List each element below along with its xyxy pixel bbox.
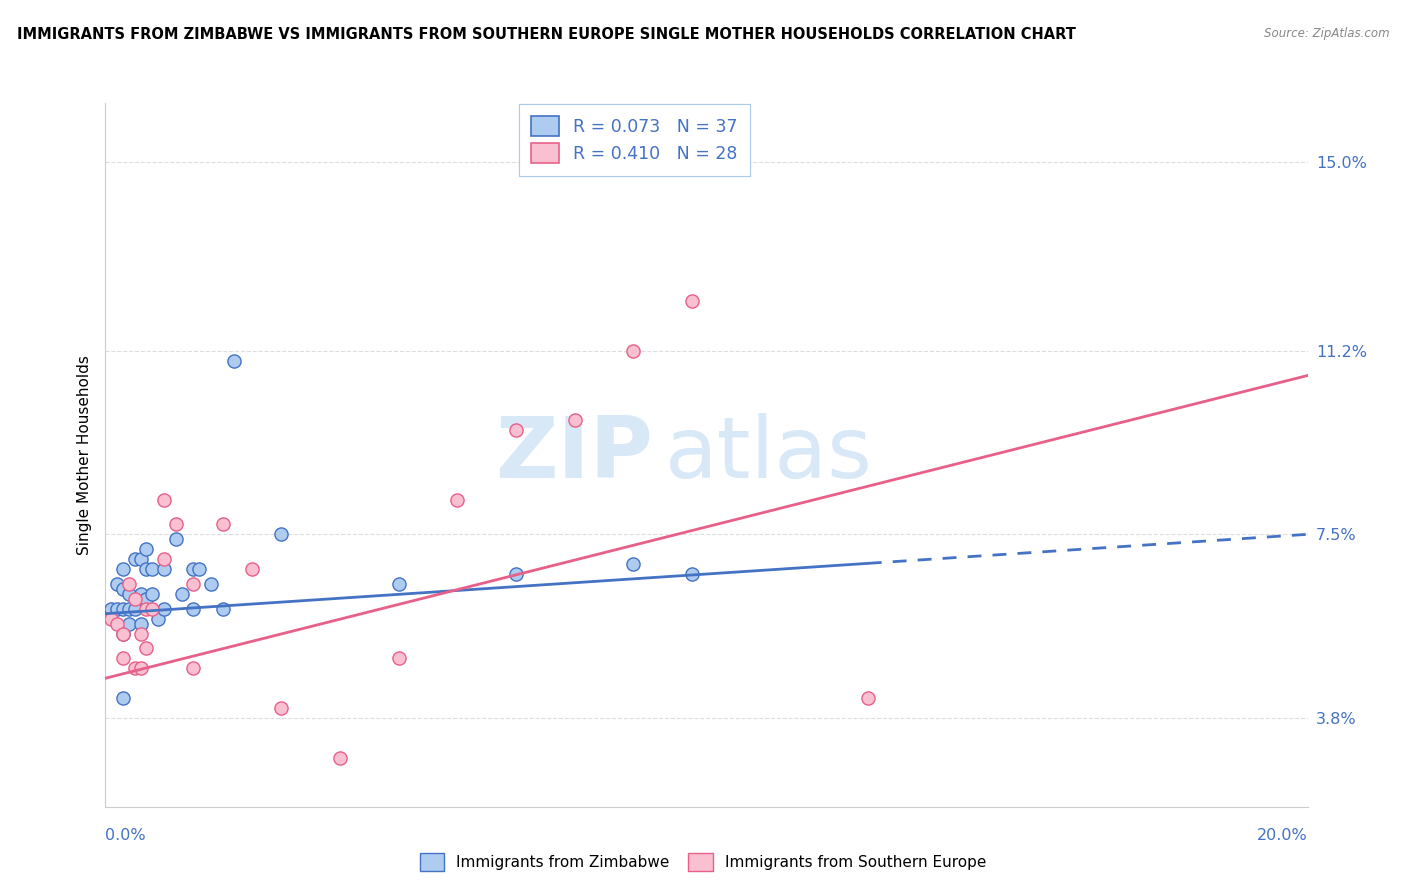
Point bbox=[211, 517, 233, 532]
Legend: R = 0.073   N = 37, R = 0.410   N = 28: R = 0.073 N = 37, R = 0.410 N = 28 bbox=[519, 104, 749, 176]
Point bbox=[170, 587, 193, 601]
Point bbox=[183, 562, 205, 576]
Point bbox=[183, 601, 205, 615]
Point bbox=[135, 591, 157, 606]
Point bbox=[129, 661, 152, 675]
Point bbox=[112, 691, 135, 706]
Point bbox=[135, 641, 157, 656]
Point bbox=[564, 413, 586, 427]
Point bbox=[183, 661, 205, 675]
Point bbox=[200, 577, 222, 591]
Text: ZIP: ZIP bbox=[495, 413, 652, 497]
Point bbox=[112, 582, 135, 596]
Text: 20.0%: 20.0% bbox=[1257, 829, 1308, 844]
Y-axis label: Single Mother Households: Single Mother Households bbox=[76, 355, 91, 555]
Point bbox=[165, 517, 187, 532]
Point bbox=[240, 562, 263, 576]
Point bbox=[211, 601, 233, 615]
Point bbox=[188, 562, 211, 576]
Point bbox=[621, 557, 644, 571]
Point bbox=[856, 691, 879, 706]
Point bbox=[153, 562, 176, 576]
Legend: Immigrants from Zimbabwe, Immigrants from Southern Europe: Immigrants from Zimbabwe, Immigrants fro… bbox=[413, 847, 993, 877]
Point bbox=[100, 601, 122, 615]
Point bbox=[329, 750, 352, 764]
Point bbox=[118, 616, 141, 631]
Point bbox=[112, 626, 135, 640]
Point bbox=[112, 626, 135, 640]
Point bbox=[112, 601, 135, 615]
Point bbox=[153, 552, 176, 566]
Point bbox=[135, 542, 157, 557]
Point bbox=[505, 423, 527, 437]
Point bbox=[129, 552, 152, 566]
Point bbox=[446, 492, 468, 507]
Point bbox=[118, 601, 141, 615]
Point bbox=[100, 612, 122, 626]
Point bbox=[124, 661, 146, 675]
Point bbox=[124, 552, 146, 566]
Text: IMMIGRANTS FROM ZIMBABWE VS IMMIGRANTS FROM SOUTHERN EUROPE SINGLE MOTHER HOUSEH: IMMIGRANTS FROM ZIMBABWE VS IMMIGRANTS F… bbox=[17, 27, 1076, 42]
Point bbox=[388, 651, 411, 665]
Point bbox=[124, 601, 146, 615]
Point bbox=[153, 492, 176, 507]
Point bbox=[141, 587, 163, 601]
Point bbox=[141, 562, 163, 576]
Point bbox=[129, 616, 152, 631]
Text: atlas: atlas bbox=[665, 413, 873, 497]
Point bbox=[183, 577, 205, 591]
Point bbox=[112, 562, 135, 576]
Point bbox=[270, 527, 292, 541]
Point bbox=[388, 577, 411, 591]
Point bbox=[148, 612, 170, 626]
Point bbox=[621, 343, 644, 358]
Text: Source: ZipAtlas.com: Source: ZipAtlas.com bbox=[1264, 27, 1389, 40]
Point bbox=[681, 567, 703, 582]
Point bbox=[153, 601, 176, 615]
Point bbox=[141, 601, 163, 615]
Point bbox=[135, 601, 157, 615]
Point bbox=[105, 577, 128, 591]
Point bbox=[224, 353, 246, 368]
Point bbox=[135, 562, 157, 576]
Point bbox=[124, 591, 146, 606]
Point bbox=[129, 587, 152, 601]
Text: 0.0%: 0.0% bbox=[105, 829, 146, 844]
Point bbox=[129, 626, 152, 640]
Point bbox=[165, 533, 187, 547]
Point bbox=[270, 701, 292, 715]
Point bbox=[112, 651, 135, 665]
Point bbox=[105, 616, 128, 631]
Point bbox=[681, 294, 703, 309]
Point bbox=[118, 577, 141, 591]
Point bbox=[505, 567, 527, 582]
Point bbox=[105, 601, 128, 615]
Point bbox=[118, 587, 141, 601]
